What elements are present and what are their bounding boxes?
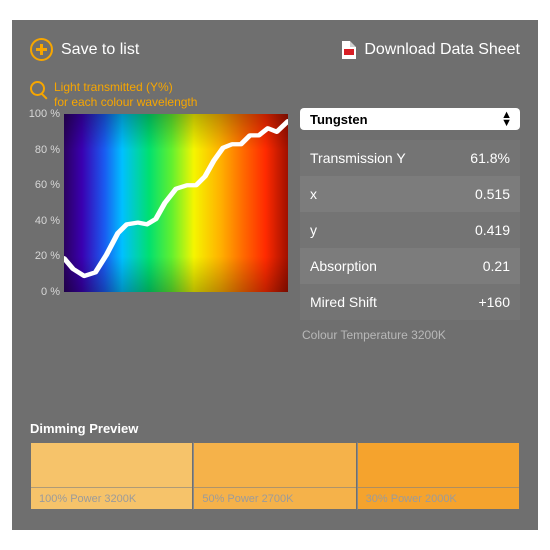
chart-title: Light transmitted (Y%) for each colour w… [30, 80, 288, 110]
download-datasheet-button[interactable]: Download Data Sheet [342, 41, 520, 59]
data-table: Tungsten ▲▼ Transmission Y 61.8% x 0.515 y 0.… [300, 108, 520, 342]
data-row-label: Transmission Y [310, 150, 406, 166]
y-tick: 20 % [24, 250, 60, 262]
source-select[interactable]: Tungsten ▲▼ [300, 108, 520, 130]
y-tick: 80 % [24, 144, 60, 156]
save-to-list-button[interactable]: Save to list [30, 38, 139, 61]
data-row: y 0.419 [300, 212, 520, 248]
chart-title-line2: for each colour wavelength [54, 95, 197, 109]
transmission-chart: 0 %20 %40 %60 %80 %100 % [64, 114, 288, 292]
dimming-cell-label: 100% Power 3200K [31, 487, 192, 509]
save-label: Save to list [61, 41, 139, 59]
top-bar: Save to list Download Data Sheet [12, 20, 538, 67]
data-row-value: +160 [478, 294, 510, 310]
y-tick: 100 % [24, 108, 60, 120]
select-arrows-icon: ▲▼ [501, 111, 512, 127]
data-row-label: y [310, 222, 317, 238]
data-row: Transmission Y 61.8% [300, 140, 520, 176]
transmission-curve [64, 114, 288, 292]
dimming-preview: Dimming Preview 100% Power 3200K50% Powe… [30, 421, 520, 510]
y-tick: 0 % [24, 286, 60, 298]
download-label: Download Data Sheet [364, 41, 520, 59]
dimming-title: Dimming Preview [30, 421, 520, 436]
data-row-value: 0.21 [483, 258, 510, 274]
data-row-value: 0.515 [475, 186, 510, 202]
data-row: Mired Shift +160 [300, 284, 520, 320]
dimming-cell: 50% Power 2700K [193, 442, 356, 510]
dimming-cell: 100% Power 3200K [30, 442, 193, 510]
chart-title-line1: Light transmitted (Y%) [54, 80, 173, 94]
data-row: x 0.515 [300, 176, 520, 212]
y-tick: 40 % [24, 215, 60, 227]
plus-icon [30, 38, 53, 61]
dimming-cell: 30% Power 2000K [357, 442, 520, 510]
magnifier-icon[interactable] [30, 81, 46, 97]
dimming-cell-label: 30% Power 2000K [358, 487, 519, 509]
colour-temp-note: Colour Temperature 3200K [300, 328, 520, 342]
data-row-value: 61.8% [470, 150, 510, 166]
y-tick: 60 % [24, 179, 60, 191]
dimming-cell-label: 50% Power 2700K [194, 487, 355, 509]
data-row: Absorption 0.21 [300, 248, 520, 284]
filter-spec-panel: Save to list Download Data Sheet Light t… [12, 20, 538, 530]
data-row-label: x [310, 186, 317, 202]
data-row-label: Mired Shift [310, 294, 377, 310]
transmission-chart-block: Light transmitted (Y%) for each colour w… [30, 80, 288, 292]
dimming-row: 100% Power 3200K50% Power 2700K30% Power… [30, 442, 520, 510]
pdf-icon [342, 41, 356, 59]
source-selected: Tungsten [310, 112, 368, 127]
data-row-value: 0.419 [475, 222, 510, 238]
data-row-label: Absorption [310, 258, 377, 274]
